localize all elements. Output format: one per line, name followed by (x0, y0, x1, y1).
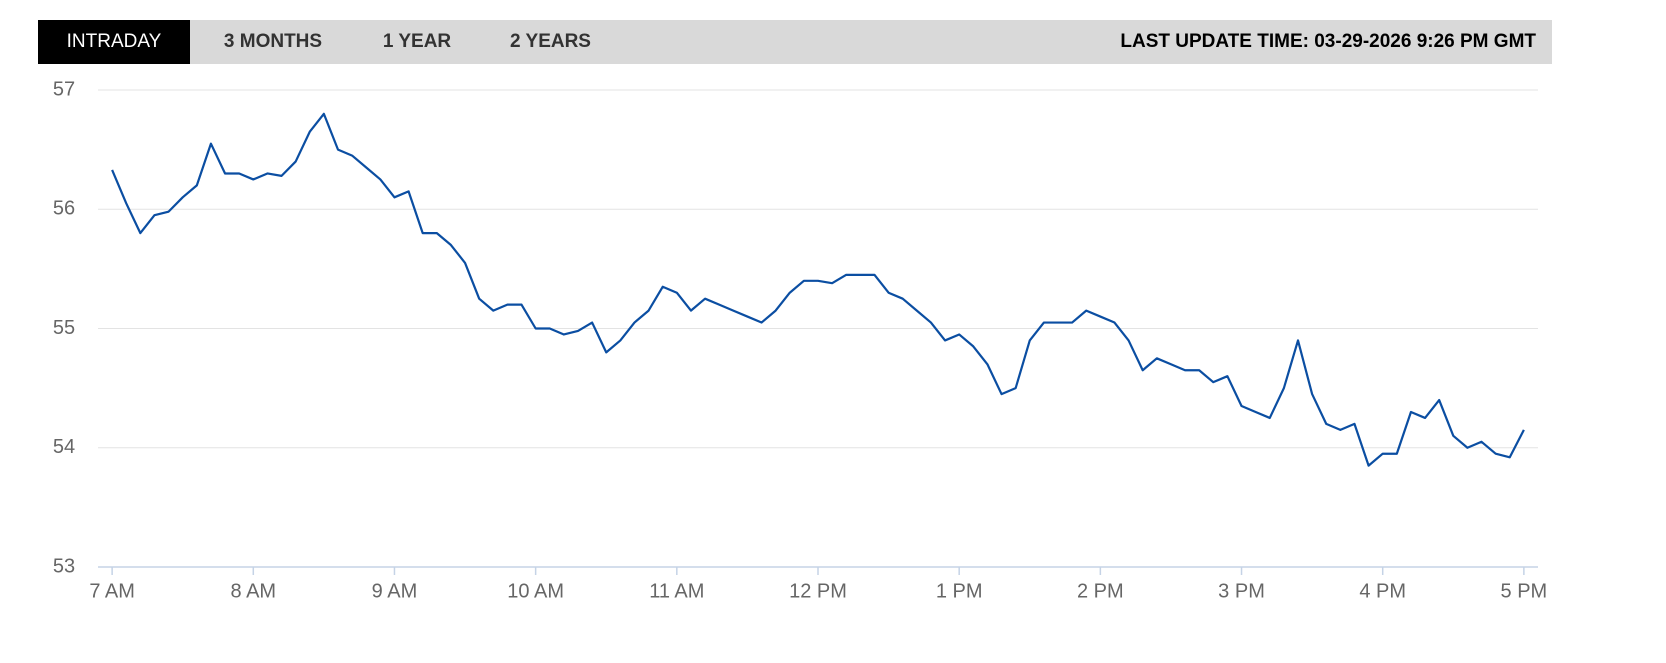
x-tick-label: 7 AM (89, 580, 135, 602)
x-tick-label: 8 AM (231, 580, 277, 602)
x-tick-label: 10 AM (507, 580, 564, 602)
x-tick-label: 5 PM (1501, 580, 1548, 602)
price-line (111, 112, 1525, 467)
x-tick-label: 3 PM (1218, 580, 1265, 602)
tab[interactable]: 1 YEAR (382, 31, 452, 52)
x-tick-label: 1 PM (936, 580, 983, 602)
y-tick-label: 53 (53, 555, 75, 577)
y-tick-label: 54 (53, 436, 75, 458)
x-tick-label: 11 AM (649, 580, 704, 602)
tab[interactable]: 3 MONTHS (223, 31, 323, 52)
y-tick-label: 55 (53, 317, 75, 339)
x-tick-label: 4 PM (1359, 580, 1406, 602)
x-tick-label: 9 AM (372, 580, 418, 602)
x-tick-label: 12 PM (789, 580, 847, 602)
tab-bar: INTRADAY 3 MONTHS 1 YEAR 2 YEARS LAST UP… (38, 20, 1552, 64)
y-tick-label: 57 (53, 78, 75, 100)
last-update: LAST UPDATE TIME: 03-29-2026 9:26 PM GMT (1120, 31, 1536, 52)
x-tick-label: 2 PM (1077, 580, 1124, 602)
tab[interactable]: 2 YEARS (510, 31, 591, 52)
tab[interactable]: INTRADAY (38, 20, 190, 64)
y-tick-label: 56 (53, 198, 75, 220)
